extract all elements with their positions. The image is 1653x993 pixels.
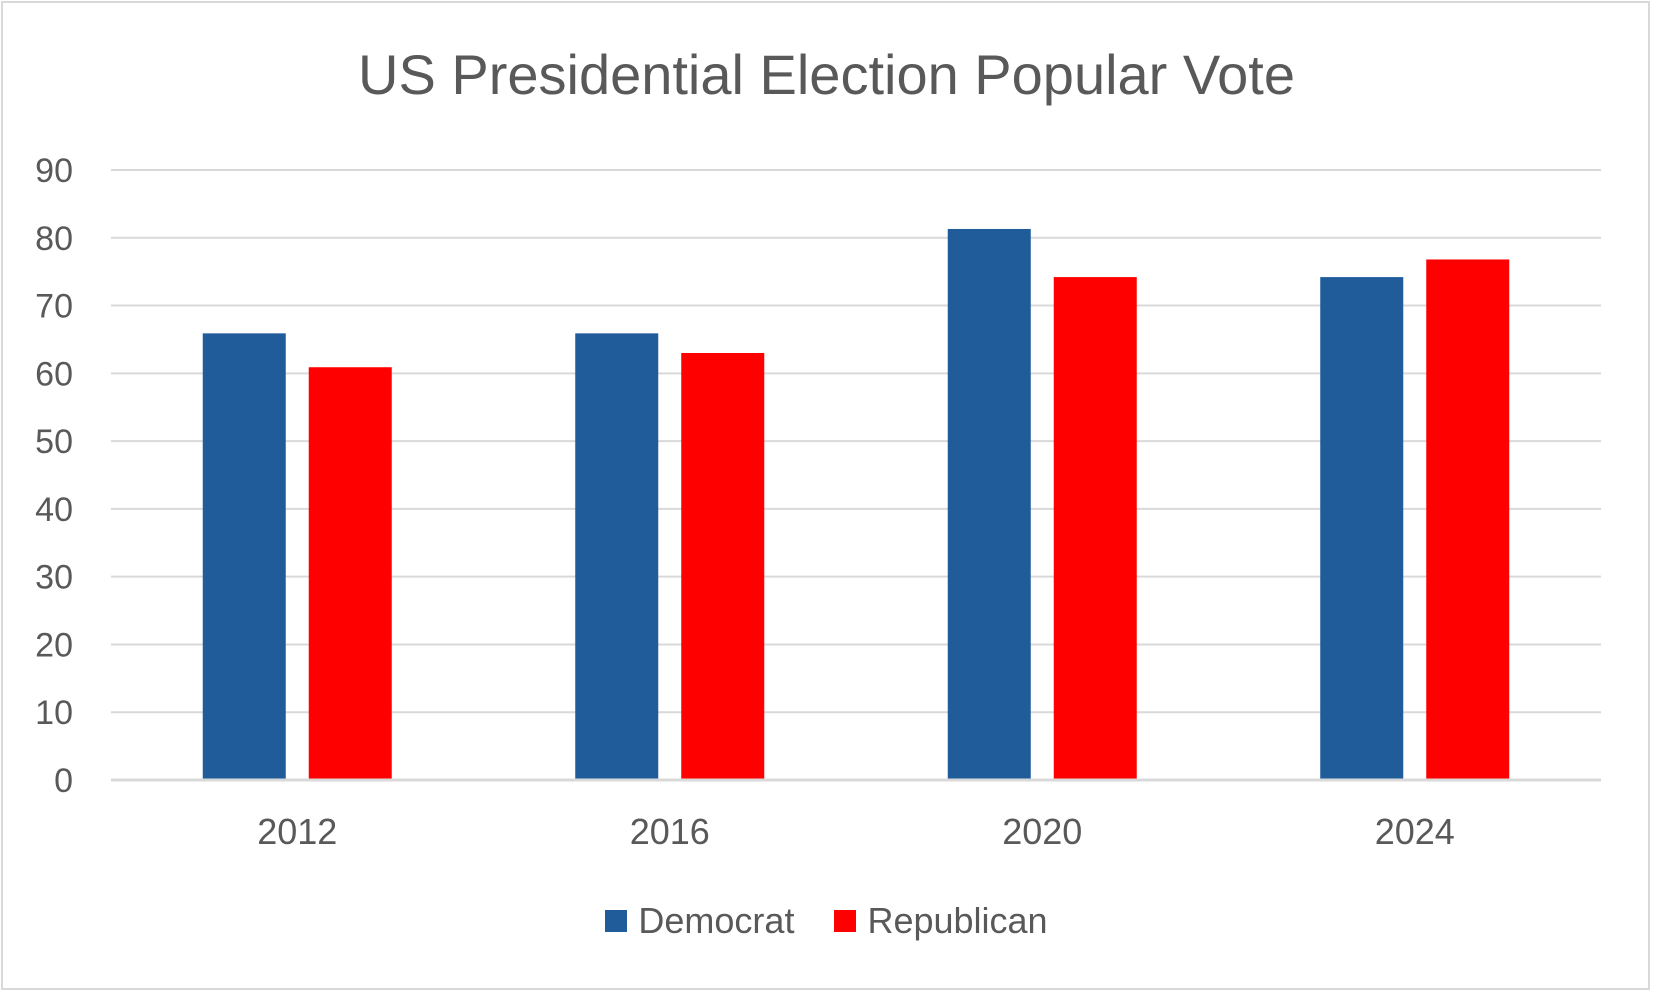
chart-title: US Presidential Election Popular Vote — [358, 43, 1295, 106]
y-tick-label-10: 10 — [35, 694, 73, 732]
y-tick-label-60: 60 — [35, 355, 73, 393]
y-tick-label-80: 80 — [35, 220, 73, 258]
x-tick-label-2016: 2016 — [630, 811, 710, 852]
y-tick-label-50: 50 — [35, 423, 73, 461]
y-tick-label-70: 70 — [35, 288, 73, 326]
x-tick-label-2012: 2012 — [257, 811, 337, 852]
y-tick-label-20: 20 — [35, 626, 73, 664]
x-tick-label-2020: 2020 — [1002, 811, 1082, 852]
bar-democrat-2012 — [202, 333, 286, 780]
bar-republican-2024 — [1426, 259, 1510, 780]
legend-item-republican: Republican — [834, 898, 1048, 944]
legend-swatch-democrat — [605, 910, 628, 932]
y-tick-label-90: 90 — [35, 152, 73, 190]
legend-swatch-republican — [834, 910, 857, 932]
bar-republican-2016 — [681, 353, 765, 780]
bar-democrat-2020 — [947, 228, 1031, 780]
bar-democrat-2024 — [1320, 277, 1404, 780]
y-tick-label-30: 30 — [35, 559, 73, 597]
bar-republican-2012 — [308, 367, 392, 780]
x-tick-label-2024: 2024 — [1375, 811, 1455, 852]
legend-item-democrat: Democrat — [605, 898, 794, 944]
legend-label-democrat: Democrat — [638, 900, 795, 941]
legend-label-republican: Republican — [867, 900, 1048, 941]
bar-republican-2020 — [1053, 277, 1137, 780]
y-tick-label-40: 40 — [35, 491, 73, 529]
bar-democrat-2016 — [575, 333, 659, 780]
legend: Democrat Republican — [0, 896, 1653, 946]
y-tick-label-0: 0 — [54, 762, 73, 800]
